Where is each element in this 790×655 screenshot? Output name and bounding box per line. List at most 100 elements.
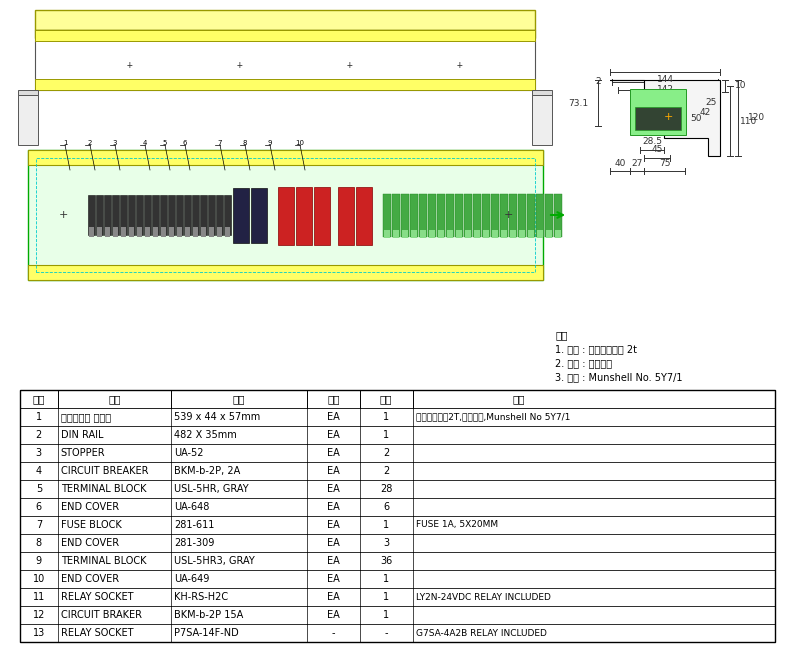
Text: 2: 2 (383, 448, 389, 458)
Text: +: + (347, 60, 353, 70)
Bar (491, 194, 499, 237)
Text: EA: EA (327, 484, 340, 494)
Bar (314, 187, 330, 245)
Text: EA: EA (327, 556, 340, 566)
Bar (437, 194, 445, 237)
Text: 3: 3 (113, 140, 117, 146)
Bar (104, 195, 111, 235)
Bar (278, 187, 294, 245)
Bar (35, 10, 535, 30)
Bar (176, 195, 183, 235)
Bar (447, 230, 453, 238)
Bar (532, 95, 552, 145)
Bar (384, 230, 390, 238)
Bar (20, 606, 775, 624)
Bar (500, 194, 508, 237)
Text: 42: 42 (700, 108, 711, 117)
Bar (121, 227, 126, 237)
Text: DIN RAIL: DIN RAIL (61, 430, 103, 440)
Bar (429, 230, 435, 238)
Text: 28.5: 28.5 (642, 138, 662, 147)
Text: 50: 50 (690, 114, 702, 123)
Text: EA: EA (327, 592, 340, 602)
Text: LY2N-24VDC RELAY INCLUDED: LY2N-24VDC RELAY INCLUDED (416, 593, 551, 601)
Text: 539 x 44 x 57mm: 539 x 44 x 57mm (174, 412, 260, 422)
Bar (446, 194, 454, 237)
Text: +: + (237, 60, 243, 70)
Bar (20, 588, 775, 606)
Bar (35, 79, 535, 90)
Text: 2: 2 (595, 77, 601, 86)
Bar (20, 624, 775, 642)
Text: 13: 13 (32, 628, 45, 638)
Bar (545, 194, 553, 237)
Bar (474, 230, 480, 238)
Text: 6: 6 (36, 502, 42, 512)
Text: +: + (664, 112, 673, 122)
Text: 3: 3 (36, 448, 42, 458)
Text: P7SA-14F-ND: P7SA-14F-ND (174, 628, 239, 638)
Bar (532, 90, 552, 95)
Bar (509, 194, 517, 237)
Text: 9: 9 (36, 556, 42, 566)
Text: +: + (457, 60, 463, 70)
Bar (392, 194, 400, 237)
Bar (527, 194, 535, 237)
Text: EA: EA (327, 412, 340, 422)
Text: EA: EA (327, 448, 340, 458)
Bar (120, 195, 127, 235)
Bar (546, 230, 552, 238)
Bar (145, 227, 150, 237)
Bar (20, 480, 775, 498)
Bar (152, 195, 159, 235)
Text: 4: 4 (36, 466, 42, 476)
Text: 7: 7 (36, 520, 42, 530)
Bar (383, 194, 391, 237)
Bar (28, 150, 543, 280)
Text: 27: 27 (631, 159, 643, 168)
Bar (555, 230, 561, 238)
Text: 5: 5 (163, 140, 167, 146)
Text: 비고: 비고 (512, 394, 525, 404)
Bar (473, 194, 481, 237)
Text: 1: 1 (383, 412, 389, 422)
Text: 1: 1 (383, 592, 389, 602)
Text: 142: 142 (656, 86, 674, 94)
Bar (438, 230, 444, 238)
Bar (510, 230, 516, 238)
Text: 2: 2 (88, 140, 92, 146)
Bar (393, 230, 399, 238)
Bar (136, 195, 143, 235)
Bar (113, 227, 118, 237)
Bar (536, 194, 544, 237)
Text: 4: 4 (143, 140, 147, 146)
Text: 1: 1 (383, 574, 389, 584)
Text: +: + (58, 210, 68, 220)
Bar (20, 552, 775, 570)
Bar (216, 195, 223, 235)
Bar (483, 230, 489, 238)
Bar (20, 570, 775, 588)
Bar (35, 30, 535, 41)
Bar (153, 227, 158, 237)
Text: 수량: 수량 (380, 394, 393, 404)
Bar (410, 194, 418, 237)
Text: 120: 120 (748, 113, 766, 122)
Bar (419, 194, 427, 237)
Bar (193, 227, 198, 237)
Text: 9: 9 (268, 140, 273, 146)
Bar (635, 107, 681, 130)
Text: EA: EA (327, 538, 340, 548)
Bar (456, 230, 462, 238)
Text: 11: 11 (32, 592, 45, 602)
Bar (129, 227, 134, 237)
Text: 482 X 35mm: 482 X 35mm (174, 430, 237, 440)
Bar (528, 230, 534, 238)
Bar (217, 227, 222, 237)
Bar (88, 195, 95, 235)
Bar (209, 227, 214, 237)
Text: STOPPER: STOPPER (61, 448, 105, 458)
Bar (35, 30, 535, 90)
Text: END COVER: END COVER (61, 574, 118, 584)
Bar (200, 195, 207, 235)
